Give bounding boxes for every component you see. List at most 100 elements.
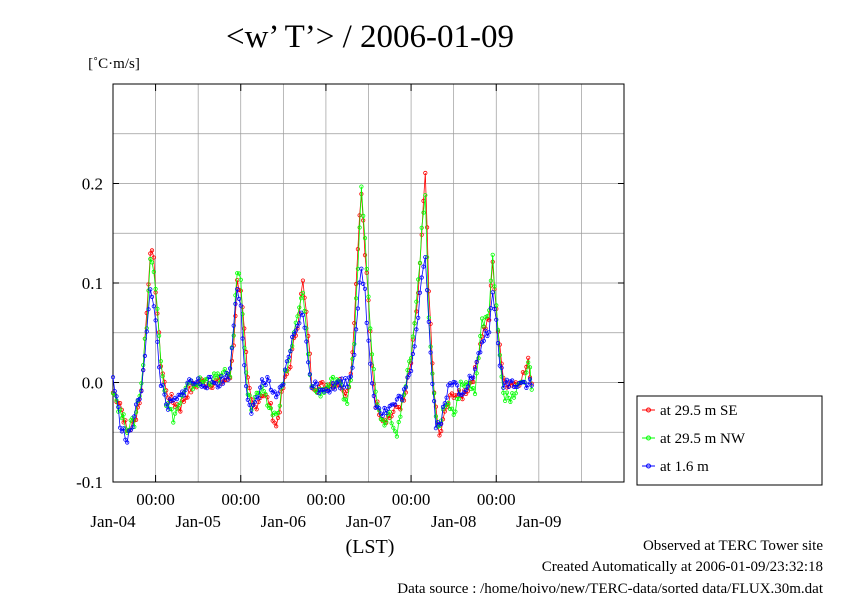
y-axis-ticks: -0.1 0.0 0.1 0.2 — [76, 175, 624, 492]
series-point — [487, 317, 492, 323]
series-point — [245, 397, 250, 402]
series-point — [149, 248, 155, 253]
series-point — [208, 374, 213, 380]
series-point — [206, 374, 211, 380]
series-point — [417, 260, 423, 265]
series-point — [352, 352, 357, 357]
series-point — [414, 309, 419, 314]
series-point — [526, 355, 531, 360]
series-point — [447, 406, 453, 412]
series-point — [185, 395, 190, 400]
series-point — [364, 266, 369, 272]
series-point — [256, 396, 261, 401]
series-point — [465, 384, 470, 389]
series-point — [123, 418, 128, 423]
series-point — [242, 345, 247, 350]
series-point — [293, 328, 298, 333]
series-point — [151, 304, 156, 309]
x-day-label: Jan-08 — [431, 512, 476, 531]
series-point — [439, 428, 444, 434]
series-point — [430, 381, 435, 386]
series-point — [181, 399, 187, 404]
series-point — [212, 380, 217, 385]
series-point — [190, 381, 195, 386]
series-point — [320, 379, 325, 385]
series-point — [526, 360, 531, 365]
series-point — [380, 417, 385, 422]
series-point — [455, 396, 460, 402]
series-point — [506, 384, 511, 389]
legend-swatch-marker — [646, 435, 651, 441]
series-point — [268, 401, 273, 406]
series-point — [330, 374, 336, 380]
series-point — [479, 316, 485, 321]
series-point — [148, 287, 153, 292]
series-point — [112, 389, 117, 394]
series-point — [433, 414, 438, 419]
series-point — [472, 391, 478, 397]
footer-line-1: Observed at TERC Tower site — [643, 538, 823, 554]
series-point — [162, 379, 167, 384]
series-point — [400, 398, 405, 403]
series-point — [236, 296, 242, 301]
series-point — [508, 399, 513, 404]
series-point — [380, 413, 385, 418]
x-time-label: 00:00 — [477, 490, 516, 509]
series-point — [392, 402, 398, 407]
series-point — [141, 367, 146, 373]
series-point — [410, 351, 415, 357]
series-point — [217, 384, 222, 389]
series-point — [148, 251, 153, 256]
series-point — [366, 338, 371, 343]
series-point — [244, 384, 249, 389]
series-point — [423, 193, 428, 198]
series-point — [495, 327, 501, 332]
series-point — [123, 437, 128, 442]
series-point — [238, 277, 243, 282]
series-point — [524, 370, 529, 375]
series-point — [311, 384, 316, 389]
series-point — [527, 365, 533, 370]
series-point — [204, 385, 210, 391]
series-point — [181, 393, 187, 398]
series-point — [222, 366, 227, 372]
series-point — [174, 407, 179, 412]
series-point — [240, 311, 245, 317]
series-point — [157, 333, 162, 338]
series-point — [126, 428, 132, 433]
series-point — [332, 387, 337, 392]
series-point — [165, 407, 171, 412]
series-point — [389, 414, 394, 419]
series-point — [194, 380, 199, 385]
series-point — [148, 256, 153, 262]
series-point — [151, 269, 156, 274]
series-point — [275, 391, 281, 396]
series-point — [190, 387, 195, 392]
series-point — [302, 325, 307, 330]
series-point — [229, 346, 234, 351]
series-point — [371, 367, 376, 372]
series-point — [189, 378, 194, 383]
series-point — [371, 393, 376, 398]
series-point — [213, 381, 218, 386]
series-point — [361, 213, 366, 218]
series-point — [343, 397, 348, 402]
series-point — [231, 333, 236, 338]
series-point — [254, 407, 259, 412]
series-point — [513, 384, 518, 389]
series-point — [242, 363, 247, 368]
series-point — [238, 303, 243, 308]
series-point — [134, 417, 139, 422]
series-point — [416, 315, 421, 320]
legend-frame — [636, 395, 823, 486]
series-point — [398, 407, 403, 412]
series-point — [300, 290, 305, 295]
series-point — [424, 287, 430, 293]
series-point — [302, 308, 307, 314]
series-point — [494, 317, 499, 322]
series-point — [247, 393, 252, 398]
series-point — [504, 377, 509, 382]
series-point — [325, 382, 330, 387]
series-point — [151, 255, 156, 260]
footer-line-3: Data source : /home/hoivo/new/TERC-data/… — [397, 581, 824, 595]
